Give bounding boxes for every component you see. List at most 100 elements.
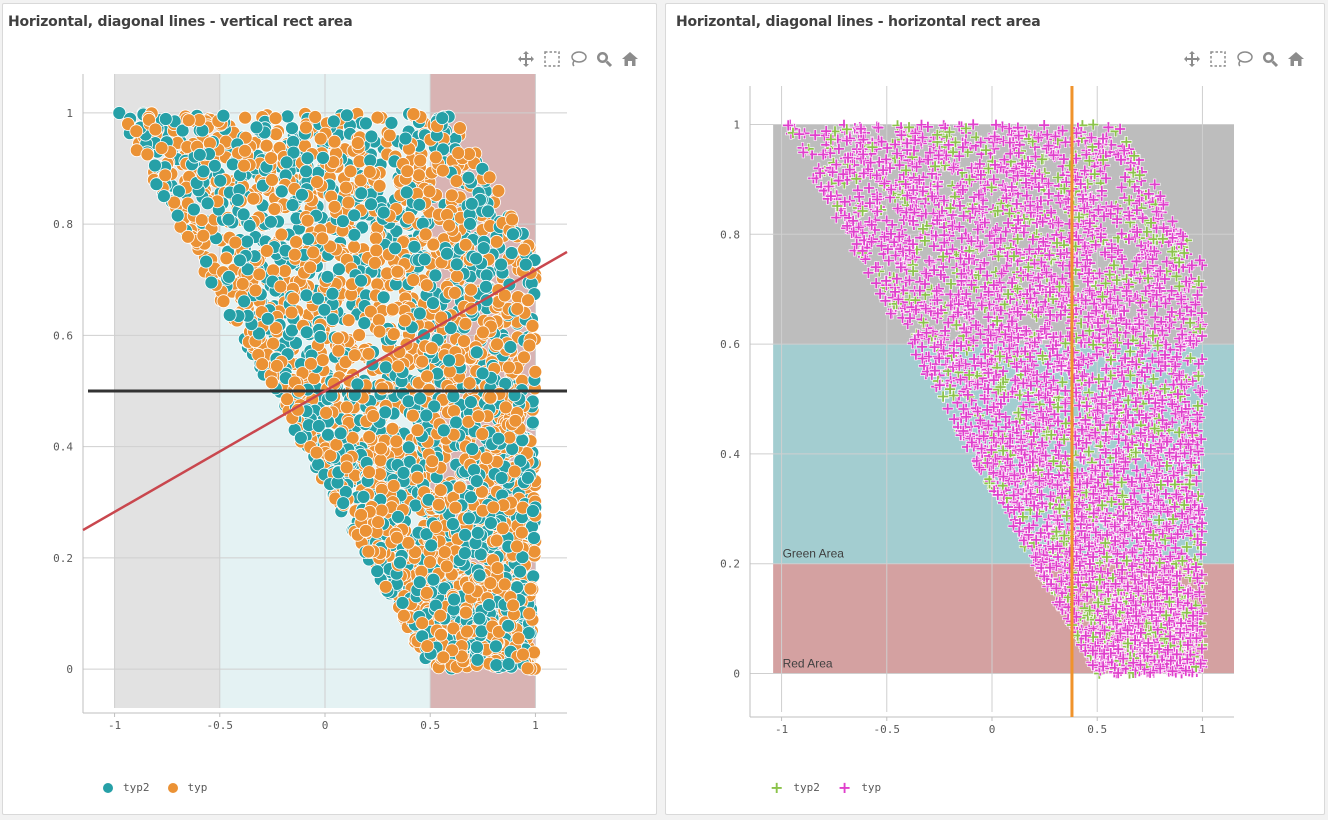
point-typ <box>483 576 498 590</box>
point-typ2 <box>489 658 504 672</box>
point-typ <box>375 381 390 396</box>
legend-item-typ[interactable]: typ <box>167 781 207 794</box>
point-typ2 <box>426 296 440 311</box>
move-icon[interactable] <box>515 48 537 70</box>
x-tick-label: 1 <box>532 719 539 732</box>
zoom-icon[interactable] <box>1259 48 1281 70</box>
point-typ <box>194 213 209 228</box>
point-typ2 <box>412 197 427 212</box>
point-typ2 <box>426 572 441 587</box>
point-typ2 <box>435 111 450 125</box>
point-typ2 <box>237 294 252 309</box>
point-typ <box>449 174 464 189</box>
point-typ <box>506 598 521 613</box>
point-typ2 <box>461 511 476 526</box>
point-typ2 <box>412 575 427 590</box>
point-typ2 <box>442 353 457 368</box>
point-typ2 <box>236 207 251 222</box>
point-typ <box>941 402 954 415</box>
y-tick-label: 0.4 <box>53 441 73 454</box>
point-typ2 <box>475 366 490 381</box>
point-typ2 <box>476 241 491 256</box>
point-typ <box>181 113 196 128</box>
point-typ <box>378 579 393 594</box>
chart-toolbar-right <box>1181 48 1307 70</box>
point-typ <box>423 555 437 569</box>
point-typ <box>437 545 452 559</box>
point-typ <box>287 247 302 262</box>
point-typ <box>442 218 457 233</box>
point-typ2 <box>526 504 540 518</box>
point-typ <box>411 168 426 183</box>
point-typ <box>389 434 404 449</box>
point-typ2 <box>199 254 214 269</box>
point-typ2 <box>518 257 533 272</box>
point-typ <box>361 346 376 361</box>
point-typ2 <box>483 516 498 530</box>
point-typ2 <box>336 496 351 511</box>
point-typ <box>461 581 476 595</box>
point-typ2 <box>465 442 480 456</box>
point-typ2 <box>503 340 518 354</box>
point-typ <box>489 533 504 548</box>
point-typ2 <box>354 273 369 288</box>
point-typ2 <box>354 186 369 201</box>
lasso-icon[interactable] <box>567 48 589 70</box>
point-typ2 <box>249 120 264 135</box>
point-typ <box>248 283 263 298</box>
point-typ <box>517 242 531 257</box>
x-tick-label: 0.5 <box>420 719 440 732</box>
point-typ <box>267 202 282 217</box>
point-typ2 <box>347 227 362 242</box>
point-typ <box>299 120 313 135</box>
point-typ <box>514 525 529 540</box>
point-typ <box>196 228 211 243</box>
point-typ2 <box>204 275 219 290</box>
legend-marker-typ2 <box>103 782 113 793</box>
point-typ <box>408 545 423 560</box>
point-typ <box>386 478 401 493</box>
point-typ2 <box>112 106 127 120</box>
point-typ2 <box>449 415 464 430</box>
legend-label-typ2: typ2 <box>123 781 150 794</box>
point-typ2 <box>321 427 335 442</box>
point-typ <box>259 138 274 153</box>
point-typ <box>397 313 412 328</box>
point-typ <box>460 624 474 639</box>
point-typ2 <box>311 291 325 306</box>
point-typ <box>497 577 512 592</box>
point-typ <box>510 539 524 554</box>
point-typ2 <box>463 216 477 231</box>
point-typ2 <box>295 187 309 202</box>
select-rect-icon[interactable] <box>1207 48 1229 70</box>
legend-item-typ2[interactable]: typ2 <box>103 781 150 794</box>
home-icon[interactable] <box>1285 48 1307 70</box>
point-typ2 <box>470 640 484 655</box>
point-typ <box>490 561 505 575</box>
point-typ2 <box>440 246 454 261</box>
lasso-icon[interactable] <box>1233 48 1255 70</box>
point-typ2 <box>428 268 443 283</box>
home-icon[interactable] <box>619 48 641 70</box>
move-icon[interactable] <box>1181 48 1203 70</box>
point-typ <box>982 311 995 323</box>
point-typ <box>1102 121 1115 134</box>
y-tick-label: 1 <box>733 118 740 131</box>
point-typ <box>219 251 234 266</box>
point-typ2 <box>230 193 245 207</box>
point-typ2 <box>207 158 222 173</box>
point-typ <box>315 353 330 368</box>
point-typ <box>475 325 490 340</box>
point-typ2 <box>192 147 207 162</box>
scatter-points <box>782 118 1209 680</box>
chart-panel-left: Horizontal, diagonal lines - vertical re… <box>2 3 657 815</box>
point-typ2 <box>301 232 316 247</box>
select-rect-icon[interactable] <box>541 48 563 70</box>
point-typ <box>313 131 328 146</box>
y-tick-label: 0.4 <box>720 448 740 461</box>
point-typ <box>418 227 433 242</box>
zoom-icon[interactable] <box>593 48 615 70</box>
point-typ2 <box>449 257 464 272</box>
scatter-plot-left[interactable]: -1 -0.5 0 0.5 100.20.40.60.81 <box>3 4 658 816</box>
